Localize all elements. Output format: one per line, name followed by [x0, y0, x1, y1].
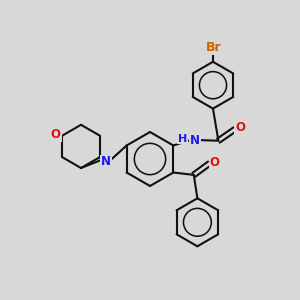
- Text: N: N: [100, 155, 111, 169]
- Text: O: O: [51, 128, 61, 141]
- Text: O: O: [235, 121, 245, 134]
- Text: O: O: [210, 155, 220, 169]
- Text: Br: Br: [206, 41, 221, 54]
- Text: H: H: [178, 134, 187, 144]
- Text: N: N: [190, 134, 200, 147]
